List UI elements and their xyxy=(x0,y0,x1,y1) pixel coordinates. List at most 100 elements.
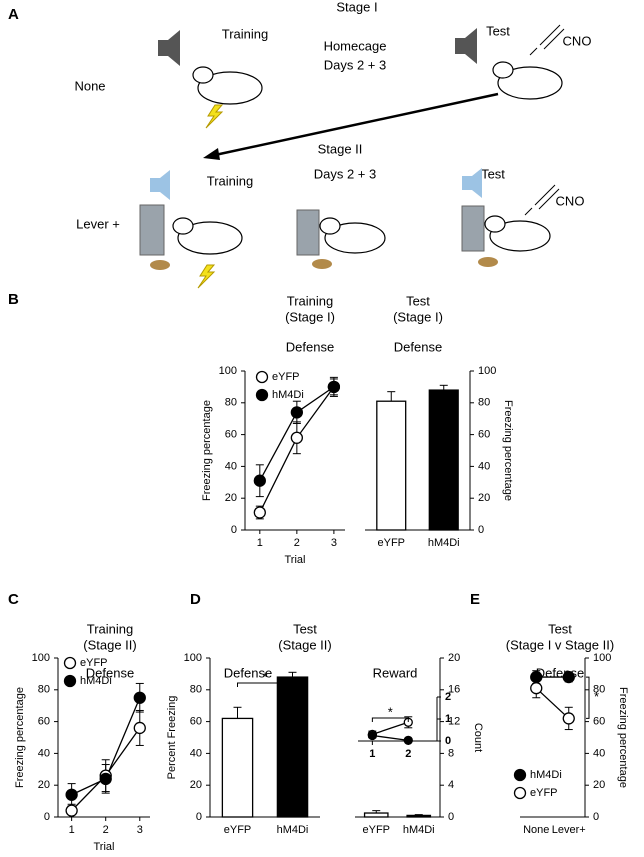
y-tick-label: 40 xyxy=(38,747,50,759)
point xyxy=(562,670,575,684)
panel-a: A Stage I Training Homecage Days 2 + 3 T… xyxy=(8,0,592,289)
bar xyxy=(428,389,459,531)
point xyxy=(367,730,378,741)
legend-marker xyxy=(255,388,269,402)
y-tick-label: 0 xyxy=(231,524,237,536)
legend-label: eYFP xyxy=(272,371,300,383)
x-tick-label: hM4Di xyxy=(403,824,435,836)
y-tick-label: 16 xyxy=(448,684,460,696)
y-axis-label: Freezing percentage xyxy=(201,400,213,501)
chart-subtitle: (Stage I) xyxy=(285,309,335,324)
chart-label: Defense xyxy=(86,665,134,680)
rat-icons xyxy=(172,61,563,255)
y-tick-label: 80 xyxy=(38,684,50,696)
speaker-icons xyxy=(158,28,477,66)
point xyxy=(290,431,304,444)
y-axis-label: Freezing percentage xyxy=(14,687,26,788)
y-tick-label: 100 xyxy=(32,652,50,664)
point xyxy=(65,804,78,817)
x-tick-label: 3 xyxy=(331,537,337,549)
y-tick-label: 100 xyxy=(184,652,202,664)
y-tick-label: 40 xyxy=(225,460,237,472)
y-tick-label: 40 xyxy=(190,747,202,759)
label: Days 2 + 3 xyxy=(314,166,377,181)
significance-bracket xyxy=(371,717,409,722)
label: CNO xyxy=(563,33,592,48)
panel-letter: A xyxy=(8,6,19,23)
significance: * xyxy=(262,669,267,684)
chart-label: Defense xyxy=(536,665,584,680)
significance: * xyxy=(594,689,599,704)
y-tick-label: 0 xyxy=(196,811,202,823)
point xyxy=(253,506,266,519)
point xyxy=(133,691,146,704)
y-tick-label: 60 xyxy=(190,716,202,728)
bar xyxy=(221,717,254,818)
y-tick-label: 60 xyxy=(593,716,605,728)
y-tick-label: 20 xyxy=(478,492,490,504)
label: Training xyxy=(207,173,253,188)
y-tick-label: 2 xyxy=(445,691,451,703)
point xyxy=(403,735,413,745)
y-tick-label: 100 xyxy=(478,365,496,377)
x-tick-label: 1 xyxy=(69,824,75,836)
chart-label: Defense xyxy=(224,665,272,680)
y-tick-label: 40 xyxy=(478,460,490,472)
x-tick-label: hM4Di xyxy=(428,537,460,549)
y-tick-label: 80 xyxy=(190,684,202,696)
series-line xyxy=(535,687,570,719)
significance-bracket xyxy=(237,682,293,687)
legend-marker xyxy=(513,786,527,800)
series-line xyxy=(372,721,409,736)
legend-marker xyxy=(63,674,77,688)
point xyxy=(290,406,304,419)
chart-label: Defense xyxy=(286,339,334,354)
x-tick-label: eYFP xyxy=(224,824,252,836)
y-tick-label: 100 xyxy=(593,652,611,664)
point xyxy=(99,772,112,785)
y-tick-label: 0 xyxy=(478,524,484,536)
y-tick-label: 0 xyxy=(593,811,599,823)
label: Days 2 + 3 xyxy=(324,57,387,72)
panel-letter: B xyxy=(8,291,19,308)
bar xyxy=(276,676,309,818)
point xyxy=(327,380,341,394)
label: Stage II xyxy=(318,141,363,156)
point xyxy=(65,788,78,801)
y-tick-label: 0 xyxy=(44,811,50,823)
y-tick-label: 1 xyxy=(445,713,451,725)
label: CNO xyxy=(556,193,585,208)
syringe-icons xyxy=(524,24,565,216)
panel-letter: D xyxy=(190,591,201,608)
x-tick-label: 2 xyxy=(294,537,300,549)
significance-bracket xyxy=(586,676,590,719)
chart-label: Reward xyxy=(373,665,418,680)
y-tick-label: 0 xyxy=(448,811,454,823)
chart-subtitle: (Stage II) xyxy=(83,637,136,652)
legend-label: hM4Di xyxy=(530,769,562,781)
point xyxy=(530,682,543,695)
legend-label: eYFP xyxy=(80,657,108,669)
x-tick-label: eYFP xyxy=(362,824,390,836)
y-tick-label: 40 xyxy=(593,747,605,759)
x-tick-label: hM4Di xyxy=(277,824,309,836)
point xyxy=(562,712,575,725)
y-axis-label: Freezing percentage xyxy=(502,400,514,501)
y-axis-label: Percent Freezing xyxy=(166,696,178,780)
chart-subtitle: (Stage I) xyxy=(393,309,443,324)
x-tick-label: 2 xyxy=(103,824,109,836)
x-axis-label: Trial xyxy=(94,841,115,852)
point xyxy=(253,474,266,487)
y-tick-label: 8 xyxy=(448,747,454,759)
point xyxy=(133,721,146,735)
y-tick-label: 0 xyxy=(445,735,451,747)
y-axis-label: Count xyxy=(472,723,484,752)
label: Test xyxy=(481,166,505,181)
y-tick-label: 20 xyxy=(593,779,605,791)
y-tick-label: 20 xyxy=(38,779,50,791)
y-tick-label: 80 xyxy=(225,397,237,409)
chart-subtitle: (Stage II) xyxy=(278,637,331,652)
x-tick-label: eYFP xyxy=(377,537,405,549)
shock-icons xyxy=(197,104,224,289)
